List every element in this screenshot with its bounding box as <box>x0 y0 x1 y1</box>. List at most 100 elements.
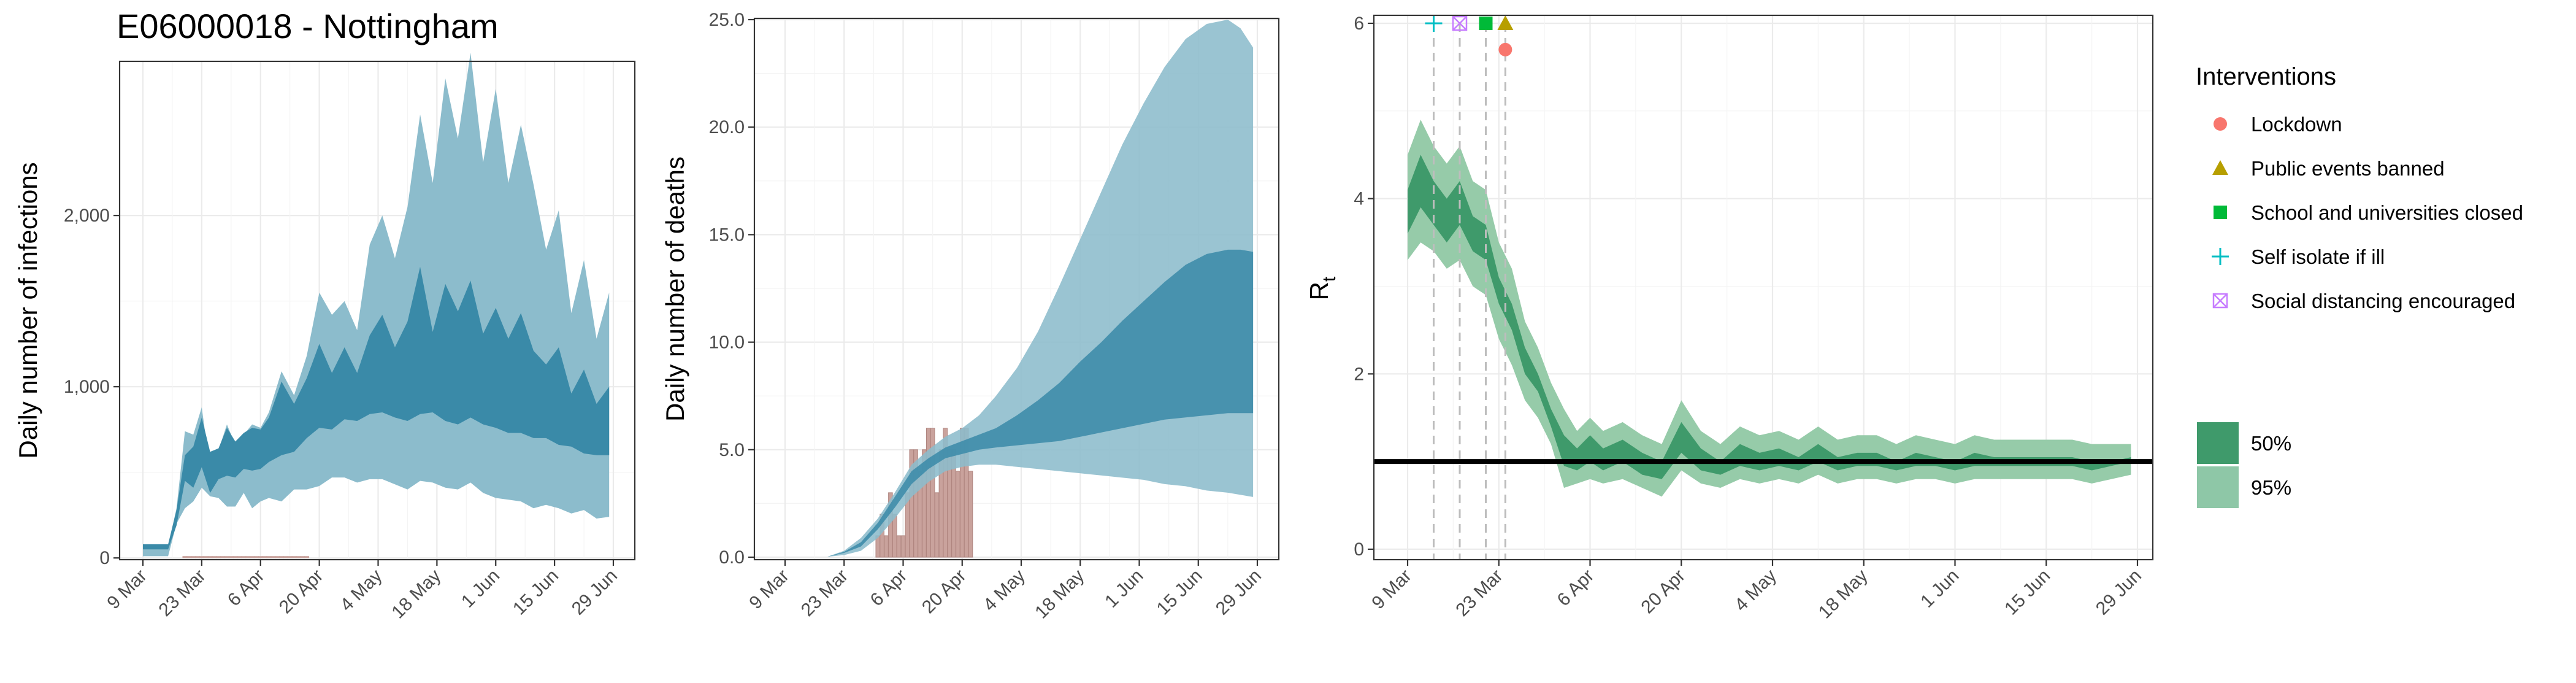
legend-band-label: 50% <box>2251 432 2291 455</box>
rt-marker-square-x <box>1452 15 1468 31</box>
rt-y-axis-title: Rt <box>1305 276 1340 300</box>
infections-observed-bar <box>241 556 247 558</box>
deaths-x-tick-label: 20 Apr <box>918 566 970 618</box>
infections-observed-bar <box>186 556 192 558</box>
infections-observed-bar <box>275 556 280 558</box>
infections-observed-bar <box>262 556 267 558</box>
legend: Interventions Lockdown Public events bann… <box>2196 63 2523 508</box>
deaths-x-tick-label: 6 Apr <box>867 566 911 611</box>
figure-title: E06000018 - Nottingham <box>117 7 499 45</box>
infections-x-tick-label: 29 Jun <box>568 566 621 619</box>
rt-y-axis-title-main: R <box>1305 282 1333 300</box>
legend-symbol-square-x <box>2212 293 2228 309</box>
rt-x-tick-label: 29 Jun <box>2092 566 2145 619</box>
infections-x-ticks: 9 Mar 23 Mar 6 Apr 20 Apr 4 May 18 May 1 Jun 15… <box>103 560 621 623</box>
deaths-frame <box>753 17 1280 561</box>
rt-bands <box>1408 120 2131 497</box>
deaths-x-tick-label: 15 Jun <box>1153 566 1206 619</box>
rt-y-ticks: 0 2 4 6 <box>1354 14 1374 560</box>
deaths-band-50 <box>785 249 1254 557</box>
deaths-observed-bar <box>968 471 973 558</box>
infections-observed-bars <box>182 556 310 558</box>
rt-x-tick-label: 18 May <box>1815 566 1872 623</box>
infections-x-tick-label: 15 Jun <box>509 566 562 619</box>
infections-band-50 <box>143 266 610 550</box>
deaths-observed-bar <box>892 514 897 558</box>
rt-x-tick-label: 23 Mar <box>1452 566 1506 620</box>
infections-observed-bar <box>237 556 242 558</box>
infections-observed-bar <box>278 556 284 558</box>
deaths-y-tick-label: 15.0 <box>709 225 745 245</box>
infections-observed-bar <box>195 556 201 558</box>
deaths-observed-bar <box>896 535 902 558</box>
infections-observed-bar <box>253 556 259 558</box>
rt-x-ticks: 9 Mar 23 Mar 6 Apr 20 Apr 4 May 18 May 1 Jun 15… <box>1368 560 2145 623</box>
rt-panel: 0 2 4 6 9 Mar 23 Mar 6 Apr 20 Apr 4 May 18 May 1 … <box>1305 14 2154 623</box>
legend-band-swatch <box>2197 466 2239 508</box>
infections-observed-bar <box>296 556 301 558</box>
infections-frame <box>118 60 636 561</box>
deaths-y-tick-label: 10.0 <box>709 333 745 353</box>
deaths-y-tick-label: 5.0 <box>719 440 745 460</box>
rt-intervention-markers <box>1425 15 1514 56</box>
rt-y-tick-label: 4 <box>1354 189 1364 209</box>
infections-x-tick-label: 1 Jun <box>458 566 504 612</box>
infections-y-tick-label: 0 <box>99 548 110 568</box>
rt-y-axis-title-subscript: t <box>1319 276 1340 282</box>
rt-y-tick-label: 2 <box>1354 364 1364 384</box>
infections-y-tick-label: 1,000 <box>64 377 110 397</box>
deaths-y-axis-title: Daily number of deaths <box>661 156 689 422</box>
deaths-observed-bar <box>900 535 906 558</box>
infections-x-tick-label: 6 Apr <box>224 566 269 611</box>
deaths-x-tick-label: 29 Jun <box>1212 566 1265 619</box>
legend-symbol-triangle <box>2212 160 2228 175</box>
deaths-observed-bar <box>926 428 931 558</box>
deaths-x-tick-label: 23 Mar <box>797 566 852 620</box>
deaths-x-tick-label: 9 Mar <box>745 566 793 614</box>
infections-observed-bar <box>228 556 234 558</box>
deaths-x-ticks: 9 Mar 23 Mar 6 Apr 20 Apr 4 May 18 May 1 Jun 15… <box>745 560 1265 623</box>
infections-observed-bar <box>300 556 305 558</box>
infections-observed-bar <box>182 556 188 558</box>
rt-y-tick-label: 0 <box>1354 539 1364 560</box>
infections-observed-bar <box>203 556 209 558</box>
deaths-observed-bar <box>934 492 940 558</box>
infections-observed-bar <box>283 556 288 558</box>
deaths-x-tick-label: 1 Jun <box>1101 566 1147 612</box>
infections-x-tick-label: 4 May <box>336 566 386 615</box>
infections-y-axis-title: Daily number of infections <box>13 162 42 458</box>
deaths-bands <box>785 20 1254 557</box>
infections-x-tick-label: 18 May <box>388 566 445 623</box>
legend-item-label: Public events banned <box>2251 157 2445 180</box>
rt-intervention-lines <box>1433 23 1506 560</box>
infections-y-tick-label: 2,000 <box>64 206 110 226</box>
infections-observed-bar <box>224 556 229 558</box>
infections-x-tick-label: 23 Mar <box>155 566 209 620</box>
infections-observed-bar <box>304 556 310 558</box>
infections-observed-bar <box>258 556 263 558</box>
deaths-panel: 0.05.010.015.020.025.0 9 Mar 23 Mar 6 Apr 2… <box>661 10 1280 623</box>
rt-x-tick-label: 20 Apr <box>1638 566 1690 618</box>
infections-observed-bar <box>266 556 272 558</box>
rt-x-tick-label: 9 Mar <box>1368 566 1416 614</box>
deaths-y-tick-label: 0.0 <box>719 547 745 568</box>
deaths-x-tick-label: 4 May <box>979 566 1029 615</box>
infections-observed-bar <box>245 556 251 558</box>
legend-item-label: School and universities closed <box>2251 201 2523 224</box>
deaths-y-tick-label: 25.0 <box>709 10 745 30</box>
infections-bands <box>143 53 610 557</box>
infections-x-tick-label: 20 Apr <box>275 566 328 618</box>
rt-x-tick-label: 4 May <box>1731 566 1781 615</box>
rt-marker-triangle <box>1497 15 1514 30</box>
legend-item-label: Self isolate if ill <box>2251 245 2385 268</box>
rt-frame <box>1373 14 2154 561</box>
infections-observed-bar <box>250 556 255 558</box>
infections-observed-bar <box>291 556 297 558</box>
infections-x-tick-label: 9 Mar <box>103 566 151 614</box>
infections-observed-bar <box>216 556 221 558</box>
legend-item-label: Lockdown <box>2251 113 2342 136</box>
legend-symbol-circle <box>2214 117 2227 131</box>
rt-x-tick-label: 6 Apr <box>1554 566 1598 611</box>
infections-observed-bar <box>220 556 226 558</box>
